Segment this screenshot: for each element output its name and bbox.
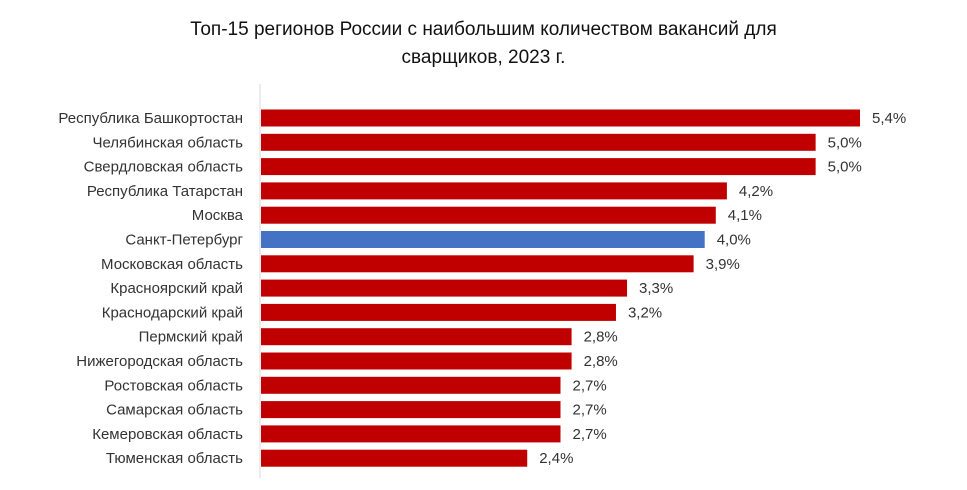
bar-13 <box>261 425 561 443</box>
value-label-14: 2,4% <box>539 450 573 467</box>
value-label-9: 2,8% <box>584 329 618 346</box>
value-label-8: 3,2% <box>628 304 662 321</box>
value-label-4: 4,1% <box>728 207 762 224</box>
value-label-6: 3,9% <box>706 256 740 273</box>
category-label-0: Республика Башкортостан <box>58 110 243 127</box>
bar-2 <box>261 158 816 176</box>
value-label-10: 2,8% <box>584 353 618 370</box>
bar-1 <box>261 133 816 151</box>
bar-9 <box>261 328 572 346</box>
value-label-7: 3,3% <box>639 280 673 297</box>
value-label-0: 5,4% <box>872 110 906 127</box>
category-label-8: Краснодарский край <box>102 304 243 321</box>
category-label-14: Тюменская область <box>106 450 243 467</box>
category-label-1: Челябинская область <box>92 134 243 151</box>
category-label-2: Свердловская область <box>84 159 244 176</box>
category-label-7: Красноярский край <box>110 280 243 297</box>
category-label-4: Москва <box>192 207 244 224</box>
bar-8 <box>261 303 616 321</box>
value-label-12: 2,7% <box>573 402 607 419</box>
value-label-3: 4,2% <box>739 183 773 200</box>
bar-3 <box>261 182 727 200</box>
category-label-11: Ростовская область <box>104 377 243 394</box>
bar-0 <box>261 109 860 127</box>
category-labels-group: Республика Башкортостан Челябинская облас… <box>58 110 243 467</box>
bar-4 <box>261 206 716 224</box>
category-label-10: Нижегородская область <box>76 353 243 370</box>
value-label-11: 2,7% <box>573 377 607 394</box>
value-label-5: 4,0% <box>717 232 751 249</box>
bar-10 <box>261 352 572 370</box>
chart-title-line-1: Топ-15 регионов России с наибольшим коли… <box>190 19 777 40</box>
bar-11 <box>261 376 561 394</box>
value-label-2: 5,0% <box>828 159 862 176</box>
chart-title-line-2: сварщиков, 2023 г. <box>401 47 566 68</box>
category-label-9: Пермский край <box>139 329 243 346</box>
category-label-5: Санкт-Петербург <box>125 232 243 249</box>
value-label-13: 2,7% <box>573 426 607 443</box>
bar-12 <box>261 401 561 419</box>
bar-6 <box>261 255 694 273</box>
value-label-1: 5,0% <box>828 134 862 151</box>
category-label-13: Кемеровская область <box>92 426 243 443</box>
value-labels-group: 5,4% 5,0% 5,0% 4,2% 4,1% 4,0% 3,9% 3,3% 3,2% 2,8%… <box>539 110 906 467</box>
bar-7 <box>261 279 628 297</box>
category-label-12: Самарская область <box>106 402 243 419</box>
category-label-6: Московская область <box>101 256 243 273</box>
bars-group <box>261 109 860 467</box>
bar-5 <box>261 231 705 248</box>
category-label-3: Республика Татарстан <box>87 183 243 200</box>
chart-title: Топ-15 регионов России с наибольшим коли… <box>0 16 967 72</box>
bar-14 <box>261 449 528 467</box>
